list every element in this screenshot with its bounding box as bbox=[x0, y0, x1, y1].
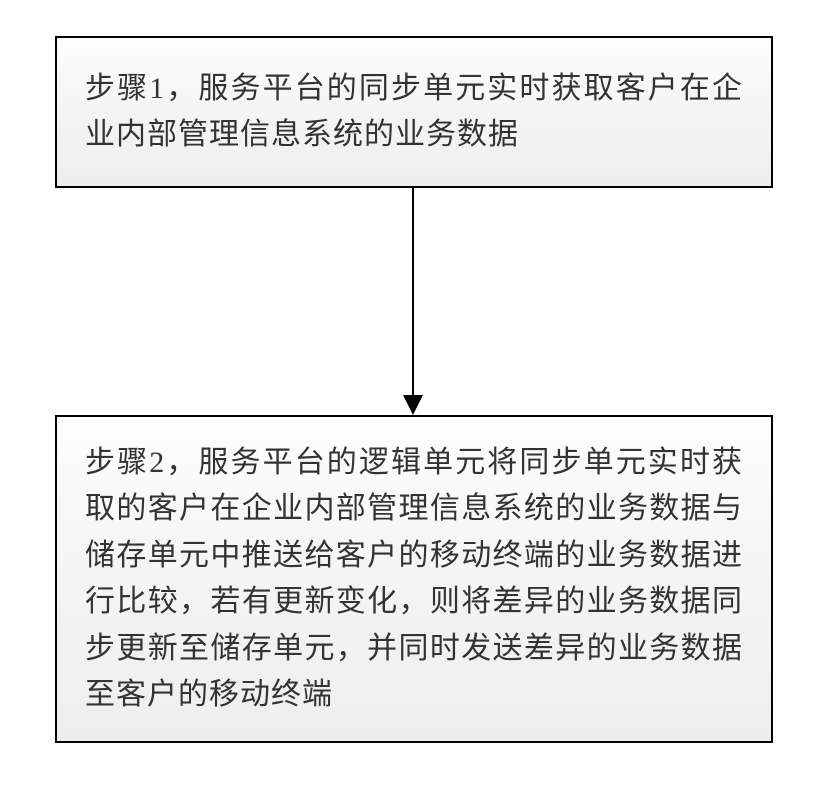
flowchart-node-step2-text: 步骤2，服务平台的逻辑单元将同步单元实时获取的客户在企业内部管理信息系统的业务数… bbox=[85, 440, 743, 719]
flowchart-node-step1: 步骤1，服务平台的同步单元实时获取客户在企业内部管理信息系统的业务数据 bbox=[55, 36, 773, 188]
flowchart-node-step2: 步骤2，服务平台的逻辑单元将同步单元实时获取的客户在企业内部管理信息系统的业务数… bbox=[55, 415, 773, 743]
flowchart-edge-line bbox=[412, 188, 414, 395]
flowchart-canvas: 步骤1，服务平台的同步单元实时获取客户在企业内部管理信息系统的业务数据 步骤2，… bbox=[0, 0, 827, 788]
flowchart-edge-arrowhead bbox=[403, 395, 423, 415]
flowchart-node-step1-text: 步骤1，服务平台的同步单元实时获取客户在企业内部管理信息系统的业务数据 bbox=[85, 66, 743, 159]
